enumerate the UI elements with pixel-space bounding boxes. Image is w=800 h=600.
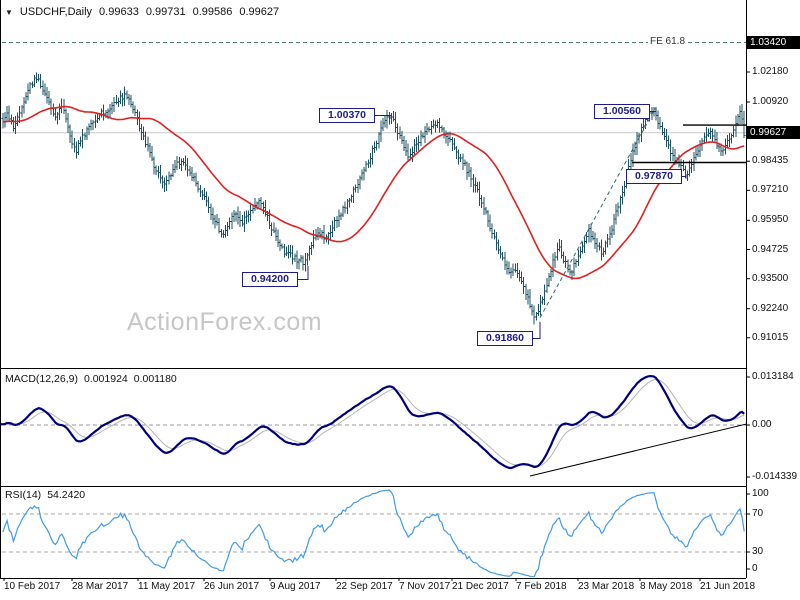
annotation-connector xyxy=(647,111,657,115)
annotation-connector xyxy=(295,266,309,280)
dashed-trendline xyxy=(539,110,655,318)
macd-panel-name: MACD(12,26,9) xyxy=(5,373,78,385)
price-axis-line xyxy=(746,0,747,578)
macd-panel-label: MACD(12,26,9) 0.001924 0.001180 xyxy=(5,373,177,385)
watermark: ActionForex.com xyxy=(127,308,323,336)
symbol-timeframe-label: USDCHF,Daily xyxy=(19,6,93,18)
rsi-panel-graphics xyxy=(2,489,746,577)
date-axis-line xyxy=(0,578,746,579)
annotation-connector xyxy=(372,115,391,120)
quote-high: 0.99731 xyxy=(145,6,186,18)
macd-panel-graphics xyxy=(0,374,746,477)
symbol-dropdown-icon[interactable]: ▼ xyxy=(5,7,13,17)
ma-line xyxy=(2,105,745,280)
panel-separator-rsi xyxy=(0,486,746,487)
annotation-connector xyxy=(530,321,541,339)
price-panel-graphics xyxy=(1,42,746,339)
chart-header: ▼ USDCHF,Daily 0.99633 0.99731 0.99586 0… xyxy=(5,6,279,18)
plot-left-border xyxy=(0,0,1,578)
quote-open: 0.99633 xyxy=(99,6,139,18)
current-price-box: 0.99627 xyxy=(747,126,800,139)
macd-main-value: 0.001924 xyxy=(83,373,128,385)
rsi-panel-label: RSI(14) 54.2420 xyxy=(5,489,85,501)
panel-separator-macd xyxy=(0,368,746,369)
quote-low: 0.99586 xyxy=(192,6,233,18)
quote-close: 0.99627 xyxy=(239,6,280,18)
rsi-panel-name: RSI(14) xyxy=(5,489,42,501)
macd-trendline xyxy=(529,423,746,477)
rsi-value: 54.2420 xyxy=(47,489,86,501)
rsi-line xyxy=(2,489,745,577)
macd-main-line xyxy=(0,374,745,470)
ohlc-bars xyxy=(1,72,746,325)
fe-level-label: FE 61.8 xyxy=(648,36,688,47)
fe-axis-price-box: 1.03420 xyxy=(747,36,800,49)
macd-signal-line xyxy=(0,378,745,467)
macd-signal-value: 0.001180 xyxy=(133,373,177,385)
